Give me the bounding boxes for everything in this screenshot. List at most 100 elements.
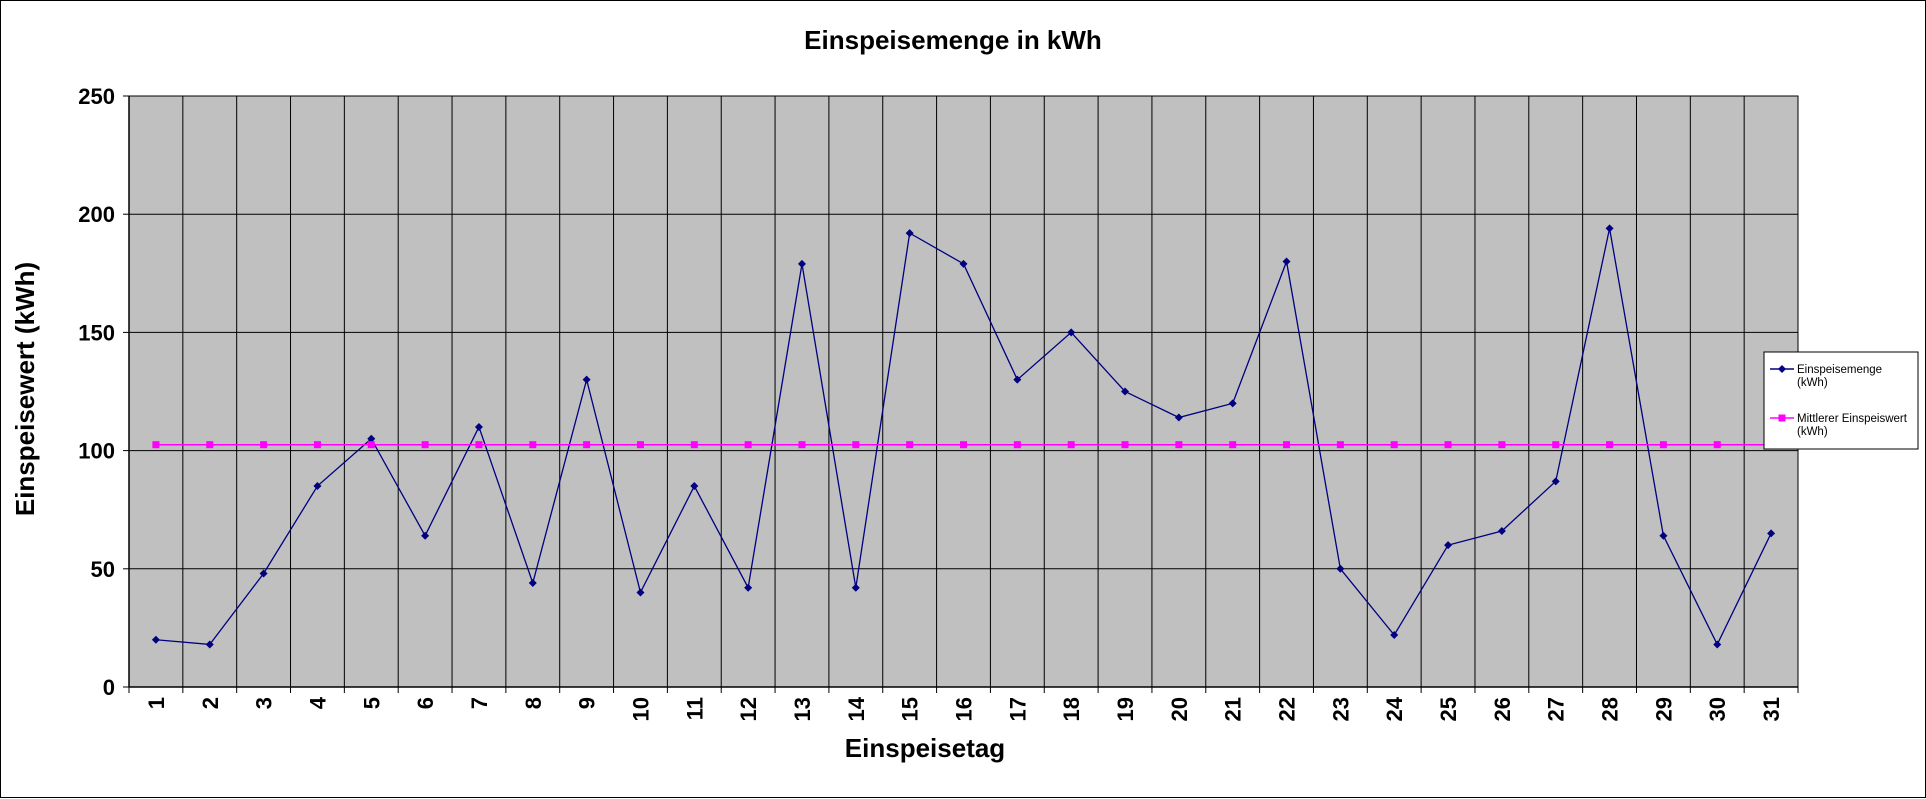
- legend-label: Mittlerer Einspeiswert: [1797, 413, 1908, 425]
- data-point: [1228, 399, 1237, 408]
- data-point: [1606, 441, 1614, 449]
- data-point: [206, 441, 214, 449]
- data-point: [313, 441, 321, 449]
- data-point: [529, 441, 537, 449]
- data-point: [636, 441, 644, 449]
- data-point: [475, 441, 483, 449]
- data-point: [1175, 441, 1183, 449]
- x-tick-label: 12: [736, 697, 761, 721]
- data-point: [205, 640, 214, 649]
- data-point: [798, 441, 806, 449]
- plot-area: [128, 95, 1799, 688]
- x-tick-label: 1: [144, 697, 169, 709]
- data-point: [367, 441, 375, 449]
- legend-swatch-marker: [1778, 414, 1786, 422]
- data-point: [1551, 477, 1560, 486]
- x-tick-label: 3: [252, 697, 277, 709]
- x-tick-label: 6: [413, 697, 438, 709]
- data-point: [1067, 441, 1075, 449]
- x-tick-label: 29: [1651, 697, 1676, 721]
- data-point: [797, 259, 806, 268]
- y-tick-label: 100: [78, 439, 115, 464]
- x-tick-label: 25: [1436, 697, 1461, 721]
- x-tick-label: 22: [1275, 697, 1300, 721]
- data-point: [690, 482, 699, 491]
- y-tick-label: 50: [91, 557, 115, 582]
- data-point: [906, 441, 914, 449]
- data-point: [1713, 441, 1721, 449]
- data-point: [421, 441, 429, 449]
- x-tick-label: 7: [467, 697, 492, 709]
- x-tick-label: 13: [790, 697, 815, 721]
- data-point: [1444, 441, 1452, 449]
- data-point: [151, 635, 160, 644]
- x-tick-label: 26: [1490, 697, 1515, 721]
- data-point: [1336, 564, 1345, 573]
- x-tick-label: 5: [359, 697, 384, 709]
- legend-label: Einspeisemenge: [1797, 364, 1882, 376]
- data-point: [1336, 441, 1344, 449]
- data-point: [960, 441, 967, 449]
- x-tick-label: 15: [898, 697, 923, 721]
- data-point: [1067, 328, 1076, 337]
- data-point: [1229, 441, 1237, 449]
- x-tick-label: 2: [198, 697, 223, 709]
- x-tick-label: 17: [1005, 697, 1030, 721]
- data-point: [1498, 441, 1506, 449]
- x-tick-label: 11: [682, 697, 707, 720]
- legend-box: [1763, 351, 1919, 450]
- data-point: [1390, 630, 1399, 639]
- series-2: [152, 441, 1775, 449]
- x-tick-label: 9: [575, 697, 600, 709]
- data-point: [313, 482, 322, 491]
- legend: Einspeisemenge(kWh)Mittlerer Einspeiswer…: [1763, 351, 1919, 450]
- x-tick-label: 16: [952, 697, 977, 721]
- data-point: [1659, 441, 1667, 449]
- data-point: [1497, 526, 1506, 535]
- data-point: [851, 583, 860, 592]
- data-point: [1605, 224, 1614, 233]
- x-tick-label: 31: [1759, 697, 1784, 721]
- data-point: [1552, 441, 1560, 449]
- data-point: [1713, 640, 1722, 649]
- data-point: [1767, 529, 1776, 538]
- data-point: [1444, 541, 1453, 550]
- chart-title: Einspeisemenge in kWh: [804, 25, 1102, 55]
- x-tick-label: 30: [1705, 697, 1730, 721]
- x-tick-label: 28: [1598, 697, 1623, 721]
- data-point: [1390, 441, 1398, 449]
- data-point: [152, 441, 160, 449]
- data-point: [583, 441, 591, 449]
- data-point: [636, 588, 645, 597]
- x-tick-label: 18: [1059, 697, 1084, 721]
- x-tick-label: 14: [844, 696, 869, 721]
- x-tick-label: 27: [1544, 697, 1569, 721]
- x-tick-label: 21: [1221, 697, 1246, 721]
- data-point: [1282, 257, 1291, 266]
- data-point: [905, 229, 914, 238]
- data-point: [474, 422, 483, 431]
- data-point: [1121, 441, 1129, 449]
- y-tick-label: 0: [103, 675, 115, 700]
- x-tick-label: 4: [305, 696, 330, 709]
- plot-background: [128, 95, 1799, 688]
- data-point: [744, 441, 752, 449]
- data-point: [1121, 387, 1130, 396]
- data-point: [528, 578, 537, 587]
- y-tick-label: 150: [78, 320, 115, 345]
- data-point: [959, 259, 968, 268]
- y-axis-title: Einspeisewert (kWh): [10, 262, 40, 516]
- x-axis-title: Einspeisetag: [845, 733, 1005, 763]
- data-point: [852, 441, 860, 449]
- data-point: [690, 441, 698, 449]
- series-1: [151, 224, 1776, 649]
- data-point: [1659, 531, 1668, 540]
- legend-label: (kWh): [1797, 426, 1828, 438]
- legend-label: (kWh): [1797, 377, 1828, 389]
- x-tick-label: 10: [628, 697, 653, 721]
- legend-swatch-marker: [1778, 365, 1786, 373]
- data-point: [1013, 375, 1022, 384]
- x-tick-label: 19: [1113, 697, 1138, 721]
